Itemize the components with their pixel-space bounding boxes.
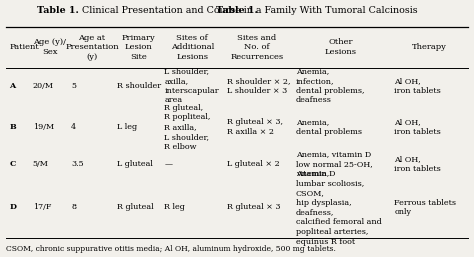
Text: 17/F: 17/F — [33, 204, 51, 212]
Text: 19/M: 19/M — [33, 123, 54, 131]
Text: R gluteal × 3,
R axilla × 2: R gluteal × 3, R axilla × 2 — [227, 118, 283, 136]
Text: Anemia,
lumbar scoliosis,
CSOM,
hip dysplasia,
deafness,
calcified femoral and
p: Anemia, lumbar scoliosis, CSOM, hip dysp… — [296, 169, 382, 246]
Text: 4: 4 — [71, 123, 76, 131]
Text: L gluteal × 2: L gluteal × 2 — [227, 160, 280, 168]
Text: L gluteal: L gluteal — [118, 160, 153, 168]
Text: C: C — [9, 160, 16, 168]
Text: Anemia,
dental problems: Anemia, dental problems — [296, 118, 362, 136]
Text: R leg: R leg — [164, 204, 185, 212]
Text: 3.5: 3.5 — [71, 160, 84, 168]
Text: Al OH,
iron tablets: Al OH, iron tablets — [394, 118, 441, 136]
Text: 8: 8 — [71, 204, 76, 212]
Text: Sites and
No. of
Recurrences: Sites and No. of Recurrences — [230, 34, 283, 61]
Text: Therapy: Therapy — [412, 43, 447, 51]
Text: L leg: L leg — [118, 123, 137, 131]
Text: Anemia,
infection,
dental problems,
deafness: Anemia, infection, dental problems, deaf… — [296, 67, 364, 105]
Text: Al OH,
iron tablets: Al OH, iron tablets — [394, 155, 441, 173]
Text: 20/M: 20/M — [33, 82, 54, 90]
Text: Clinical Presentation and Course in a Family With Tumoral Calcinosis: Clinical Presentation and Course in a Fa… — [79, 6, 417, 15]
Text: Patient: Patient — [9, 43, 39, 51]
Text: CSOM, chronic suppurative otitis media; Al OH, aluminum hydroxide, 500 mg tablet: CSOM, chronic suppurative otitis media; … — [6, 245, 336, 253]
Text: Anemia, vitamin D
low normal 25-OH,
vitamin D: Anemia, vitamin D low normal 25-OH, vita… — [296, 150, 373, 178]
Text: R gluteal,
R popliteal,
R axilla,
L shoulder,
R elbow: R gluteal, R popliteal, R axilla, L shou… — [164, 104, 211, 151]
Text: Age (y)/
Sex: Age (y)/ Sex — [33, 39, 66, 56]
Text: Age at
Presentation
(y): Age at Presentation (y) — [65, 34, 118, 61]
Text: Sites of
Additional
Lesions: Sites of Additional Lesions — [171, 34, 214, 61]
Text: Al OH,
iron tablets: Al OH, iron tablets — [394, 77, 441, 95]
Text: R gluteal × 3: R gluteal × 3 — [227, 204, 280, 212]
Text: R gluteal: R gluteal — [118, 204, 154, 212]
Text: 5/M: 5/M — [33, 160, 49, 168]
Text: A: A — [9, 82, 16, 90]
Text: Other
Lesions: Other Lesions — [325, 39, 356, 56]
Text: Table 1.: Table 1. — [216, 6, 258, 15]
Text: 5: 5 — [71, 82, 76, 90]
Text: Primary
Lesion
Site: Primary Lesion Site — [121, 34, 155, 61]
Text: Ferrous tablets
only: Ferrous tablets only — [394, 199, 456, 216]
Text: L shoulder,
axilla,
interscapular
area: L shoulder, axilla, interscapular area — [164, 67, 219, 105]
Text: R shoulder: R shoulder — [118, 82, 162, 90]
Text: B: B — [9, 123, 16, 131]
Text: —: — — [164, 160, 173, 168]
Text: D: D — [9, 204, 17, 212]
Text: Table 1.: Table 1. — [37, 6, 79, 15]
Text: Table 1.: Table 1. — [0, 256, 1, 257]
Text: R shoulder × 2,
L shoulder × 3: R shoulder × 2, L shoulder × 3 — [227, 77, 290, 95]
